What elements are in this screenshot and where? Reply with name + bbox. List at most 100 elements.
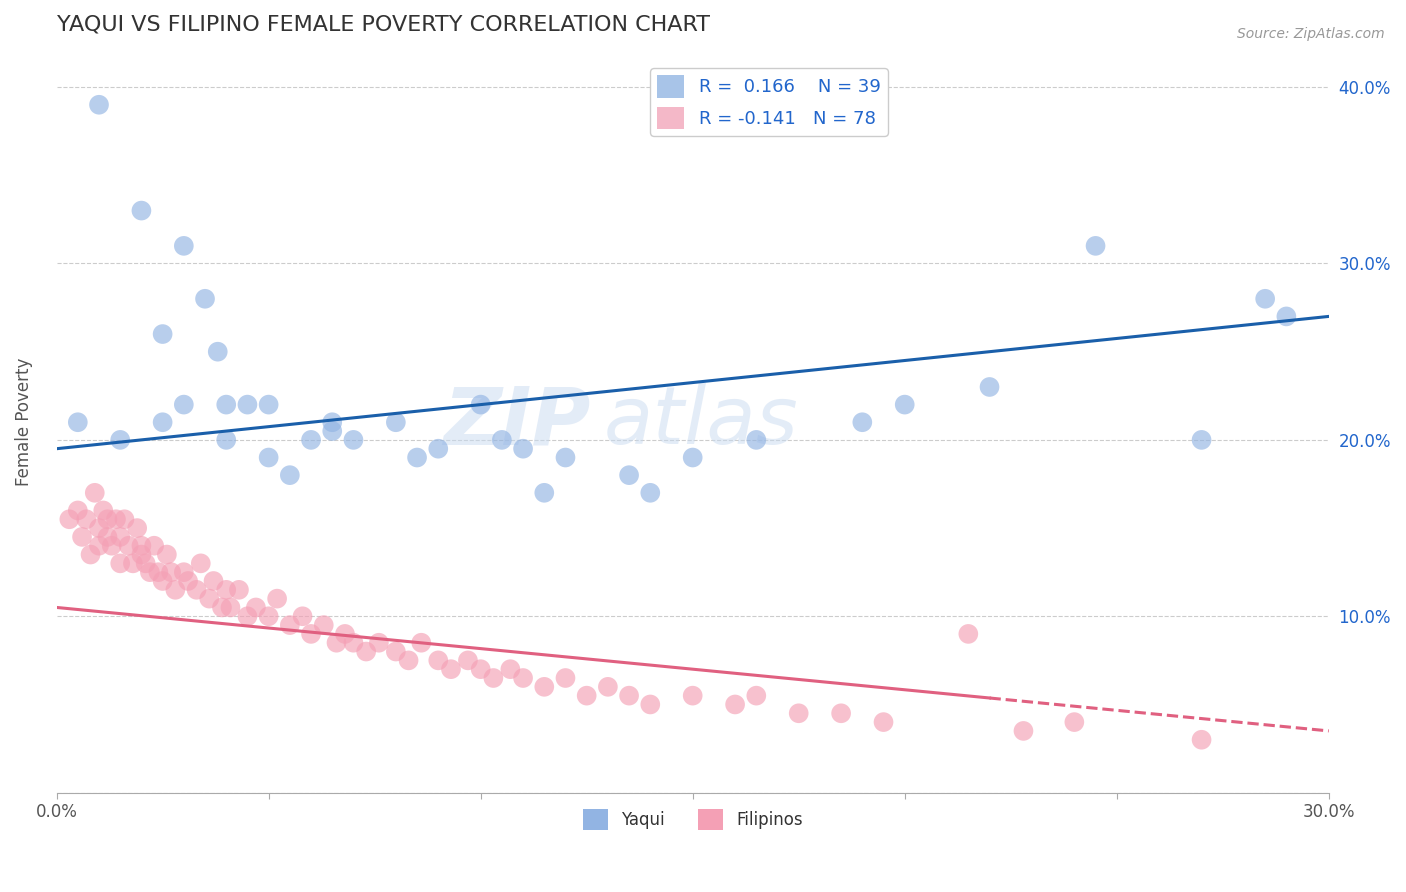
Filipinos [143,539,166,553]
Filipinos [512,671,534,685]
Filipinos [139,565,162,579]
Yaqui [152,326,174,341]
Yaqui [979,380,1001,394]
Filipinos [186,582,208,597]
Filipinos [745,689,768,703]
Filipinos [554,671,576,685]
Filipinos [131,539,153,553]
Filipinos [66,503,89,517]
Filipinos [236,609,259,624]
Yaqui [207,344,229,359]
Filipinos [440,662,463,676]
Text: Source: ZipAtlas.com: Source: ZipAtlas.com [1237,27,1385,41]
Filipinos [219,600,242,615]
Filipinos [1063,715,1085,730]
Filipinos [411,636,433,650]
Yaqui [617,468,640,483]
Filipinos [100,539,122,553]
Filipinos [114,512,136,526]
Filipinos [135,557,157,571]
Y-axis label: Female Poverty: Female Poverty [15,358,32,486]
Filipinos [682,689,704,703]
Filipinos [122,557,145,571]
Filipinos [75,512,97,526]
Yaqui [406,450,429,465]
Yaqui [131,203,153,218]
Filipinos [367,636,389,650]
Filipinos [299,627,322,641]
Yaqui [278,468,301,483]
Yaqui [1254,292,1277,306]
Yaqui [640,485,662,500]
Filipinos [724,698,747,712]
Filipinos [617,689,640,703]
Filipinos [131,548,153,562]
Filipinos [173,565,195,579]
Filipinos [266,591,288,606]
Filipinos [148,565,170,579]
Filipinos [640,698,662,712]
Yaqui [173,239,195,253]
Filipinos [278,618,301,632]
Legend: Yaqui, Filipinos: Yaqui, Filipinos [576,803,810,836]
Yaqui [215,398,238,412]
Filipinos [58,512,80,526]
Yaqui [893,398,915,412]
Filipinos [872,715,894,730]
Filipinos [457,653,479,667]
Filipinos [1191,732,1213,747]
Filipinos [342,636,364,650]
Filipinos [312,618,335,632]
Yaqui [491,433,513,447]
Filipinos [257,609,280,624]
Filipinos [96,530,118,544]
Yaqui [1191,433,1213,447]
Filipinos [104,512,127,526]
Filipinos [533,680,555,694]
Filipinos [830,706,852,721]
Filipinos [152,574,174,588]
Filipinos [83,485,105,500]
Filipinos [575,689,598,703]
Filipinos [499,662,522,676]
Yaqui [321,424,343,438]
Filipinos [787,706,810,721]
Yaqui [745,433,768,447]
Filipinos [127,521,149,535]
Filipinos [156,548,179,562]
Filipinos [165,582,187,597]
Yaqui [87,97,110,112]
Filipinos [228,582,250,597]
Filipinos [1012,723,1035,738]
Text: YAQUI VS FILIPINO FEMALE POVERTY CORRELATION CHART: YAQUI VS FILIPINO FEMALE POVERTY CORRELA… [56,15,710,35]
Yaqui [215,433,238,447]
Filipinos [325,636,347,650]
Yaqui [66,415,89,429]
Yaqui [342,433,364,447]
Filipinos [427,653,450,667]
Filipinos [110,530,132,544]
Yaqui [1275,310,1298,324]
Filipinos [79,548,101,562]
Filipinos [470,662,492,676]
Yaqui [257,450,280,465]
Filipinos [91,503,114,517]
Yaqui [173,398,195,412]
Yaqui [427,442,450,456]
Filipinos [333,627,356,641]
Text: atlas: atlas [603,384,799,461]
Filipinos [160,565,183,579]
Filipinos [398,653,420,667]
Filipinos [198,591,221,606]
Yaqui [385,415,408,429]
Filipinos [215,582,238,597]
Filipinos [291,609,314,624]
Yaqui [512,442,534,456]
Filipinos [385,644,408,658]
Filipinos [211,600,233,615]
Filipinos [70,530,93,544]
Filipinos [957,627,980,641]
Filipinos [87,539,110,553]
Yaqui [236,398,259,412]
Filipinos [110,557,132,571]
